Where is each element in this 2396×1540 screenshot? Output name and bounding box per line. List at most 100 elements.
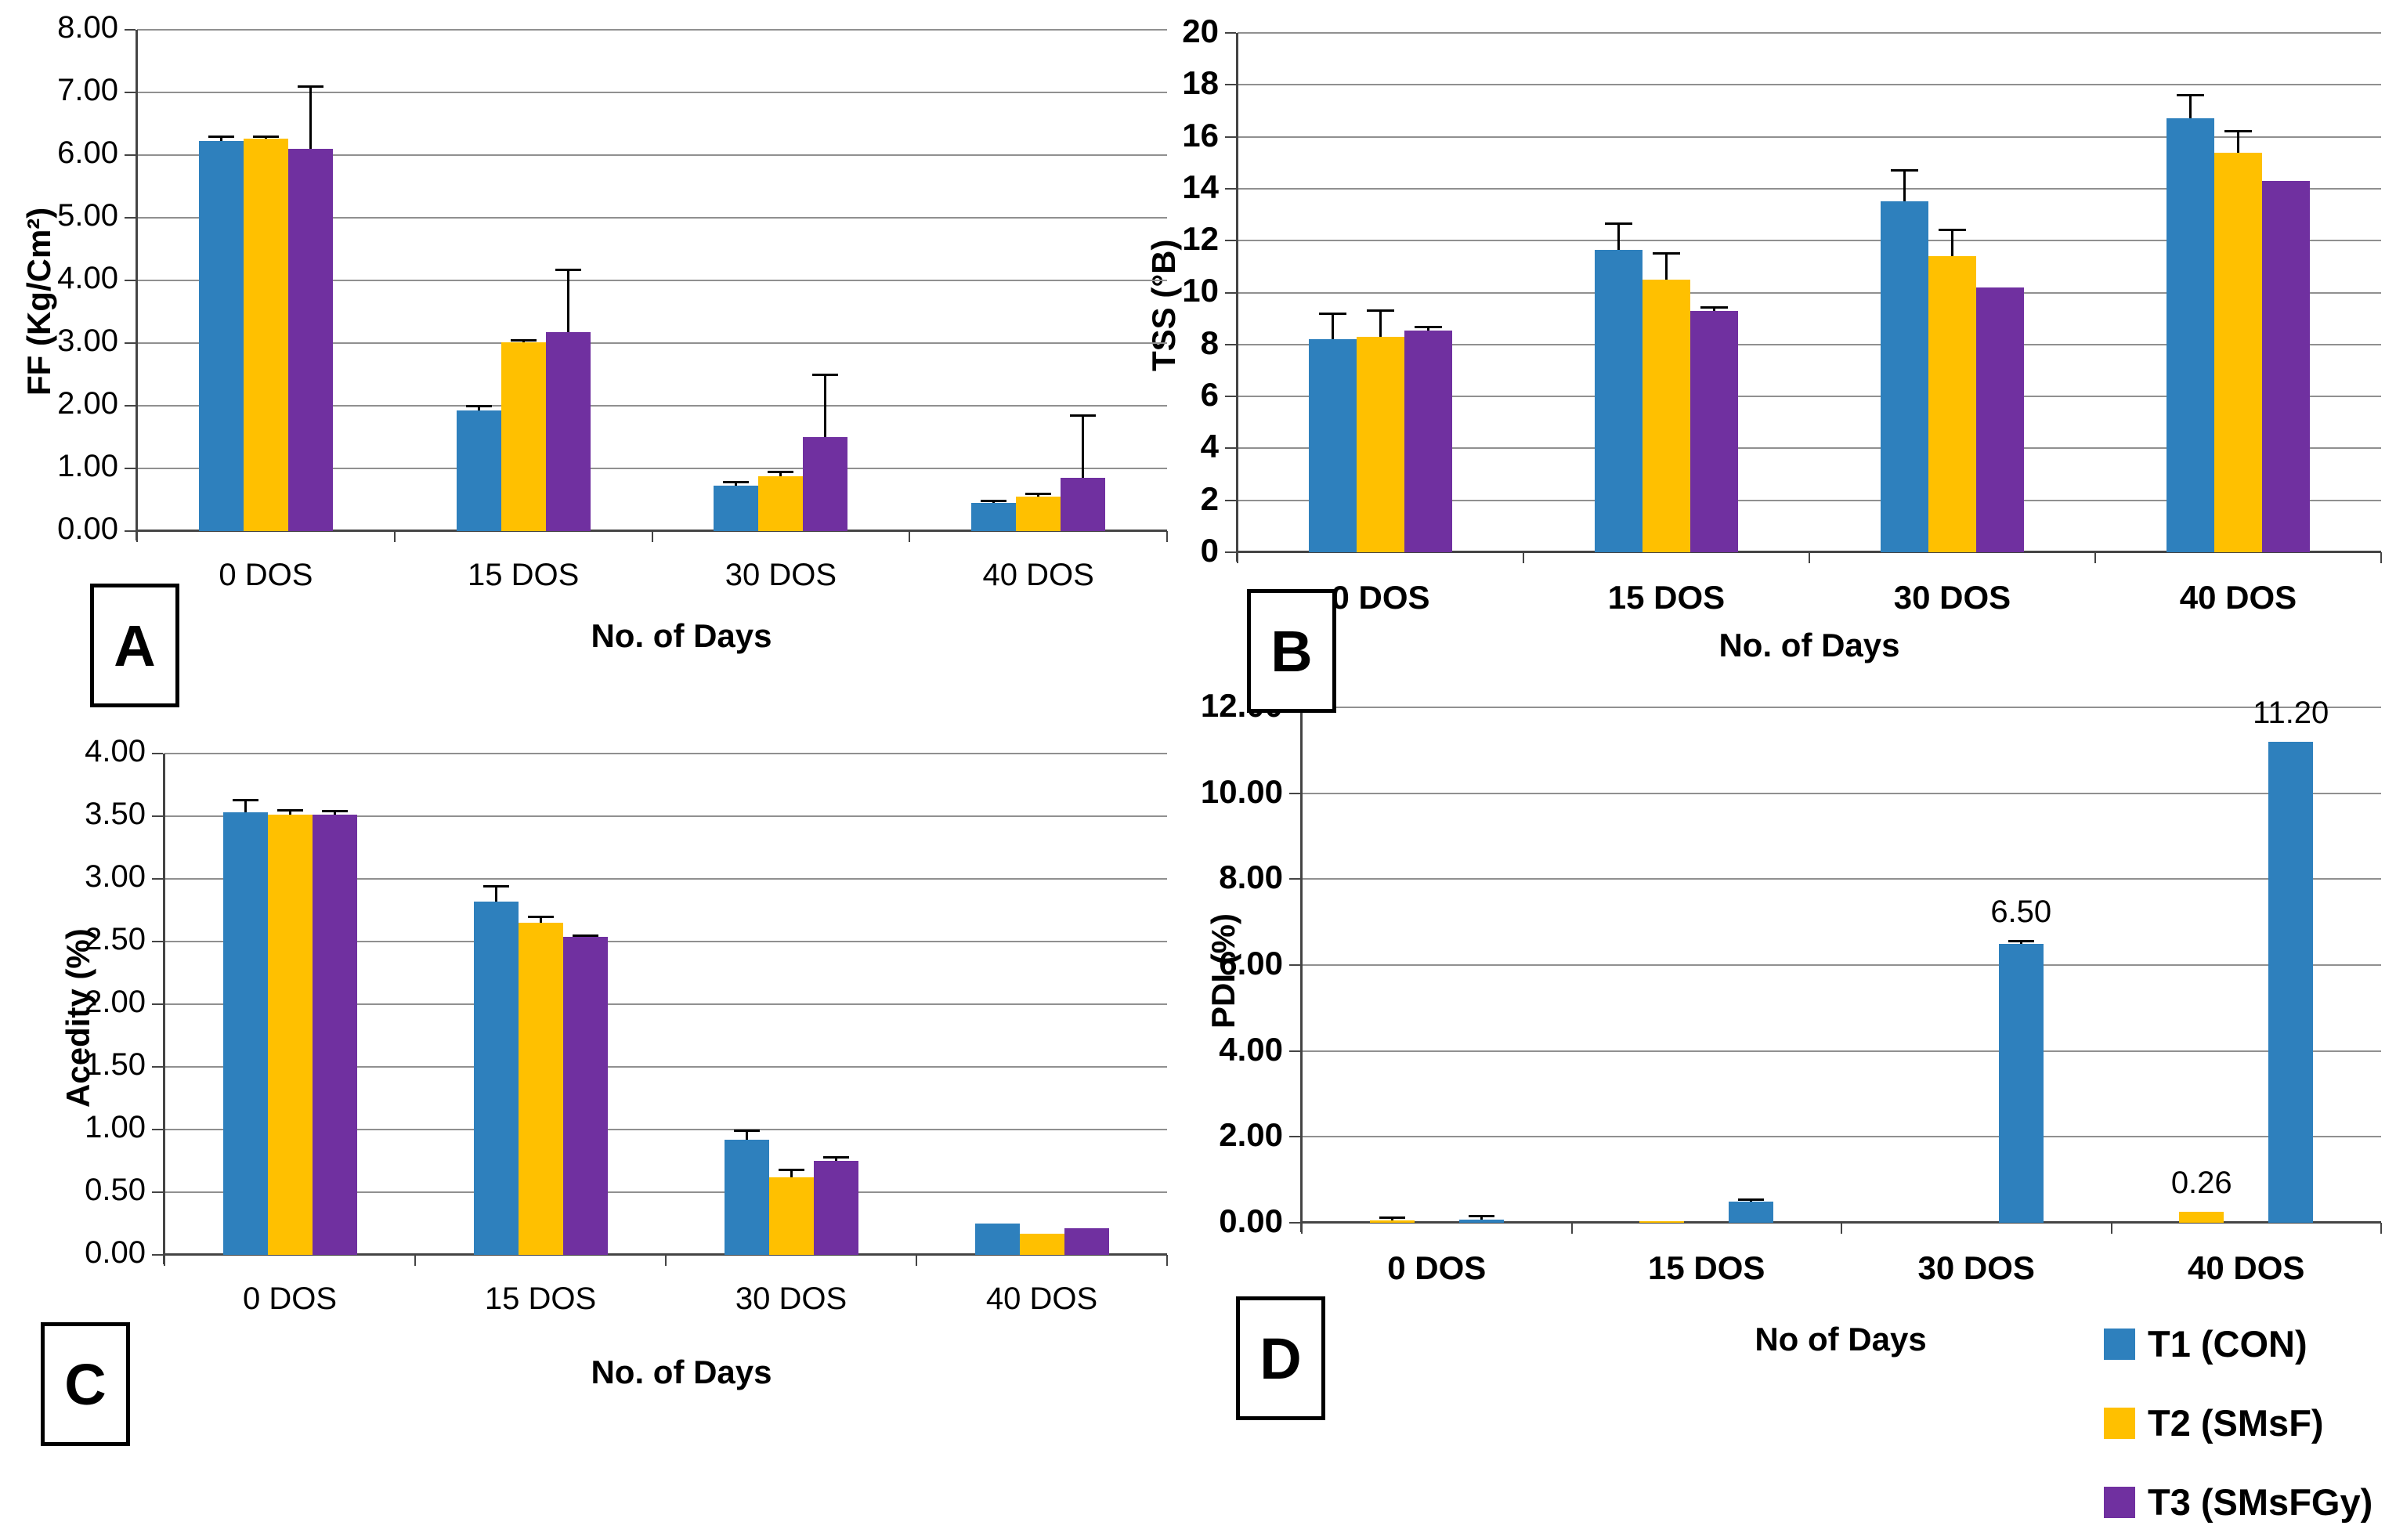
x-category-label: 0 DOS — [1387, 1249, 1487, 1286]
legend-label: T2 (SMsF) — [2148, 1402, 2324, 1444]
error-bar-cap — [1939, 229, 1966, 232]
x-axis-line — [1238, 551, 2381, 553]
error-bar-stem — [1037, 493, 1040, 497]
x-tick-mark — [2380, 552, 2382, 563]
y-tick-mark — [152, 1191, 163, 1193]
gridline — [1238, 343, 2381, 345]
error-bar-cap — [1891, 169, 1918, 172]
error-bar-cap — [1700, 306, 1728, 309]
gridline — [137, 92, 1167, 93]
bar-t2-40-dos — [2179, 1211, 2224, 1223]
gridline — [164, 1003, 1167, 1005]
y-tick-mark — [1225, 499, 1236, 501]
y-tick-label: 4.00 — [1219, 1030, 1283, 1068]
x-axis-title-b: No. of Days — [1718, 627, 1900, 663]
error-bar-cap — [276, 808, 303, 812]
bar-t1-15-dos — [473, 901, 519, 1255]
gridline — [137, 405, 1167, 407]
y-tick-label: 5.00 — [57, 198, 118, 233]
error-bar-cap — [510, 339, 537, 342]
error-bar-cap — [1653, 252, 1680, 255]
x-tick-mark — [651, 531, 653, 542]
error-bar-cap — [2008, 939, 2034, 942]
bar-t1-0-dos — [222, 812, 268, 1255]
x-tick-mark — [2094, 552, 2096, 563]
x-category-label: 30 DOS — [735, 1282, 847, 1316]
y-tick-label: 8.00 — [57, 10, 118, 45]
x-category-label: 0 DOS — [219, 558, 313, 592]
y-tick-label: 7.00 — [57, 73, 118, 108]
y-tick-mark — [1289, 964, 1300, 966]
y-tick-mark — [1225, 291, 1236, 294]
x-axis-title-c: No. of Days — [591, 1354, 772, 1390]
y-tick-label: 2.50 — [85, 922, 146, 957]
y-tick-label: 0 — [1200, 531, 1219, 569]
legend-item: T3 (SMsFGy) — [2104, 1480, 2373, 1524]
y-tick-label: 3.00 — [57, 324, 118, 359]
error-bar-stem — [288, 810, 291, 815]
x-tick-mark — [1301, 1223, 1303, 1234]
bar-t1-15-dos — [1729, 1201, 1774, 1223]
error-bar-cap — [733, 1130, 760, 1133]
y-tick-mark — [1225, 551, 1236, 553]
error-bar-stem — [1713, 307, 1715, 311]
error-bar-cap — [723, 481, 750, 484]
bar-t2-30-dos — [1928, 256, 1976, 552]
x-axis-line — [1302, 1221, 2381, 1224]
bar-t1-30-dos — [724, 1139, 769, 1255]
bar-t2-40-dos — [1016, 497, 1061, 531]
gridline — [1302, 1050, 2381, 1052]
x-category-label: 30 DOS — [1893, 579, 2011, 616]
y-tick-label: 2.00 — [1219, 1116, 1283, 1154]
gridline — [137, 29, 1167, 31]
y-axis-line — [1236, 33, 1238, 562]
y-tick-mark — [1289, 792, 1300, 794]
y-tick-mark — [1225, 136, 1236, 138]
x-category-label: 15 DOS — [484, 1282, 597, 1316]
y-tick-label: 8.00 — [1219, 859, 1283, 896]
plot-area-d: 0.00 2.00 4.00 6.00 8.00 10.00 12.00 0 DOS 15 DO… — [1201, 687, 2382, 1286]
bar-t1-0-dos — [1309, 339, 1357, 552]
y-tick-label: 8 — [1200, 324, 1219, 361]
x-tick-mark — [1523, 552, 1524, 563]
y-tick-label: 0.00 — [57, 512, 118, 547]
panel-letter-d: D — [1236, 1296, 1325, 1420]
y-axis-line — [163, 754, 165, 1264]
y-tick-label: 4.00 — [85, 734, 146, 769]
y-tick-mark — [125, 342, 136, 344]
bar-t2-0-dos — [243, 139, 288, 531]
y-tick-mark — [1289, 878, 1300, 880]
y-tick-label: 2 — [1200, 479, 1219, 517]
error-bar-cap — [981, 500, 1007, 503]
y-tick-label: 0.00 — [85, 1235, 146, 1271]
error-bar-cap — [482, 885, 509, 888]
x-axis-title-a: No. of Days — [591, 617, 772, 654]
y-tick-label: 0.50 — [85, 1173, 146, 1208]
bar-data-label: 6.50 — [1990, 895, 2052, 930]
x-category-label: 15 DOS — [1648, 1249, 1765, 1286]
x-tick-mark — [2380, 1223, 2382, 1234]
bar-t2-30-dos — [758, 475, 804, 531]
y-tick-mark — [1225, 84, 1236, 86]
bar-t3-0-dos — [312, 815, 357, 1255]
error-bar-stem — [1332, 313, 1334, 340]
error-bar-cap — [2224, 130, 2252, 133]
error-bar-stem — [1379, 310, 1382, 337]
y-tick-mark — [152, 815, 163, 817]
error-bar-cap — [1605, 222, 1632, 226]
error-bar-stem — [264, 136, 267, 139]
x-tick-mark — [393, 531, 396, 542]
gridline — [1238, 447, 2381, 450]
bar-t1-0-dos — [198, 141, 244, 531]
bar-t2-15-dos — [518, 923, 563, 1255]
legend-color-swatch — [2104, 1328, 2135, 1360]
x-tick-mark — [1166, 531, 1168, 542]
y-axis-line — [136, 30, 138, 540]
bar-t3-15-dos — [1690, 310, 1738, 552]
y-tick-label: 6 — [1200, 376, 1219, 414]
y-tick-label: 3.50 — [85, 797, 146, 832]
error-bar-stem — [477, 406, 480, 410]
y-tick-label: 2.00 — [57, 386, 118, 421]
gridline — [1302, 792, 2381, 794]
y-tick-label: 10.00 — [1200, 772, 1283, 810]
